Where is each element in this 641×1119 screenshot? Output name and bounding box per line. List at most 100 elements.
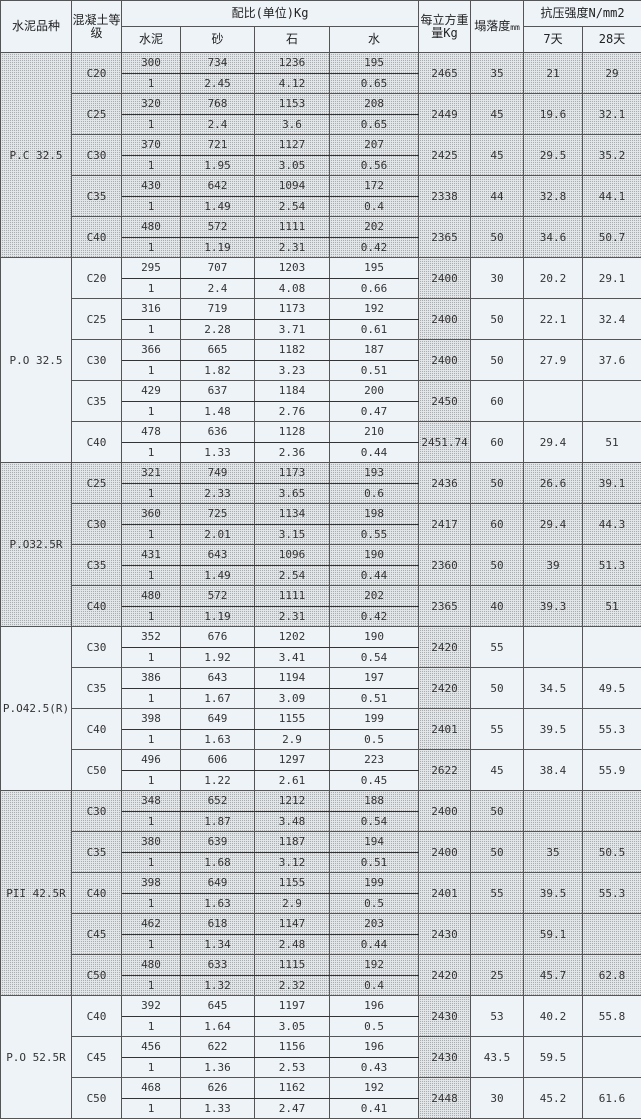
water-kg-cell: 223 [328,749,420,771]
slump-cell: 50 [470,298,525,340]
water-kg-cell: 190 [328,544,420,566]
cement-kg-cell: 295 [121,257,181,279]
sand-kg-cell: 639 [180,831,255,853]
water-ratio-cell: 0.41 [328,1098,420,1119]
strength-7-day-cell: 29.4 [523,503,584,545]
table-row-kg: C35 431 643 1096 190 2360 50 39 51.3 [1,544,641,586]
sand-ratio-cell: 1.63 [180,893,255,914]
stone-ratio-cell: 3.05 [254,1016,330,1037]
cement-kg-cell: 398 [121,708,181,730]
cement-ratio-cell: 1 [121,770,181,791]
grade-cell: C40 [71,216,122,258]
grade-cell: C40 [71,421,122,463]
table-row-ratio: 1 2.4 3.6 0.65 [1,114,641,135]
slump-cell: 55 [470,708,525,750]
slump-cell: 50 [470,339,525,381]
water-ratio-cell: 0.51 [328,360,420,381]
table-row-kg: C30 370 721 1127 207 2425 45 29.5 35.2 [1,134,641,176]
table-row-ratio: 1 1.63 2.9 0.5 [1,729,641,750]
strength-7-day-cell: 39.5 [523,708,584,750]
stone-kg-cell: 1155 [254,872,330,894]
cement-kg-cell: 316 [121,298,181,320]
slump-cell: 43.5 [470,1036,525,1078]
stone-kg-cell: 1162 [254,1077,330,1099]
cement-ratio-cell: 1 [121,975,181,996]
water-kg-cell: 187 [328,339,420,361]
strength-28-day-cell: 51.3 [582,544,641,586]
table-row-kg: P.O32.5R C25 321 749 1173 193 2436 50 26.6 39.1 [0,462,641,627]
water-ratio-cell: 0.42 [328,237,420,258]
slump-cell: 45 [470,134,525,176]
strength-7-day-cell: 34.6 [523,216,584,258]
unit-weight-cell: 2420 [418,667,472,709]
stone-ratio-cell: 3.05 [254,155,330,176]
cement-ratio-cell: 1 [121,852,181,873]
cement-ratio-cell: 1 [121,360,181,381]
sand-kg-cell: 642 [180,175,255,197]
header-28-day: 28天 [582,26,641,53]
cement-kg-cell: 480 [121,954,181,976]
table-row-ratio: 1 2.33 3.65 0.6 [1,483,641,504]
grade-cell: C35 [71,667,122,709]
stone-ratio-cell: 2.53 [254,1057,330,1078]
water-ratio-cell: 0.5 [328,1016,420,1037]
header-mix-ratio: 配比(单位)Kg [120,0,420,27]
grade-cell: C30 [71,790,122,832]
water-ratio-cell: 0.44 [328,565,420,586]
sand-ratio-cell: 1.34 [180,934,255,955]
table-row-ratio: 1 1.33 2.47 0.41 [1,1098,641,1119]
unit-weight-cell: 2417 [418,503,472,545]
strength-7-day-cell: 59.1 [523,913,584,955]
stone-ratio-cell: 3.09 [254,688,330,709]
cement-kg-cell: 462 [121,913,181,935]
stone-kg-cell: 1236 [254,52,330,74]
table-row-kg: C40 398 649 1155 199 2401 55 39.5 55.3 [1,708,641,750]
stone-kg-cell: 1194 [254,667,330,689]
slump-cell: 53 [470,995,525,1037]
table-row-kg: C35 380 639 1187 194 2400 50 35 50.5 [1,831,641,873]
sand-ratio-cell: 2.28 [180,319,255,340]
grade-cell: C50 [71,954,122,996]
table-row-ratio: 1 1.49 2.54 0.44 [1,565,641,586]
sand-kg-cell: 652 [180,790,255,812]
grade-cell: C30 [71,503,122,545]
water-kg-cell: 207 [328,134,420,156]
stone-ratio-cell: 2.31 [254,606,330,627]
water-ratio-cell: 0.4 [328,196,420,217]
table-row-kg: C45 462 618 1147 203 2430 59.1 [1,913,641,955]
table-row-kg: C25 316 719 1173 192 2400 50 22.1 32.4 [1,298,641,340]
stone-ratio-cell: 2.47 [254,1098,330,1119]
table-row-kg: C35 430 642 1094 172 2338 44 32.8 44.1 [1,175,641,217]
sand-ratio-cell: 1.19 [180,237,255,258]
cement-type-cell: P.O 52.5R [0,995,72,1119]
water-ratio-cell: 0.54 [328,647,420,668]
water-kg-cell: 192 [328,954,420,976]
water-kg-cell: 192 [328,1077,420,1099]
cement-ratio-cell: 1 [121,483,181,504]
strength-28-day-cell: 35.2 [582,134,641,176]
sand-kg-cell: 572 [180,216,255,238]
sand-ratio-cell: 1.95 [180,155,255,176]
sand-ratio-cell: 2.45 [180,73,255,94]
cement-kg-cell: 321 [121,462,181,484]
strength-28-day-cell: 37.6 [582,339,641,381]
water-ratio-cell: 0.65 [328,73,420,94]
strength-7-day-cell: 59.5 [523,1036,584,1078]
strength-28-day-cell [582,626,641,668]
cement-ratio-cell: 1 [121,524,181,545]
stone-ratio-cell: 2.31 [254,237,330,258]
header-slump: 塌落度mm [470,0,525,53]
cement-ratio-cell: 1 [121,442,181,463]
strength-28-day-cell: 55.3 [582,708,641,750]
stone-kg-cell: 1182 [254,339,330,361]
sand-kg-cell: 649 [180,872,255,894]
table-row-kg: C45 456 622 1156 196 2430 43.5 59.5 [1,1036,641,1078]
strength-7-day-cell: 34.5 [523,667,584,709]
cement-kg-cell: 320 [121,93,181,115]
slump-cell: 50 [470,544,525,586]
table-row-kg: C50 468 626 1162 192 2448 30 45.2 61.6 [1,1077,641,1119]
water-ratio-cell: 0.45 [328,770,420,791]
water-kg-cell: 188 [328,790,420,812]
water-ratio-cell: 0.42 [328,606,420,627]
